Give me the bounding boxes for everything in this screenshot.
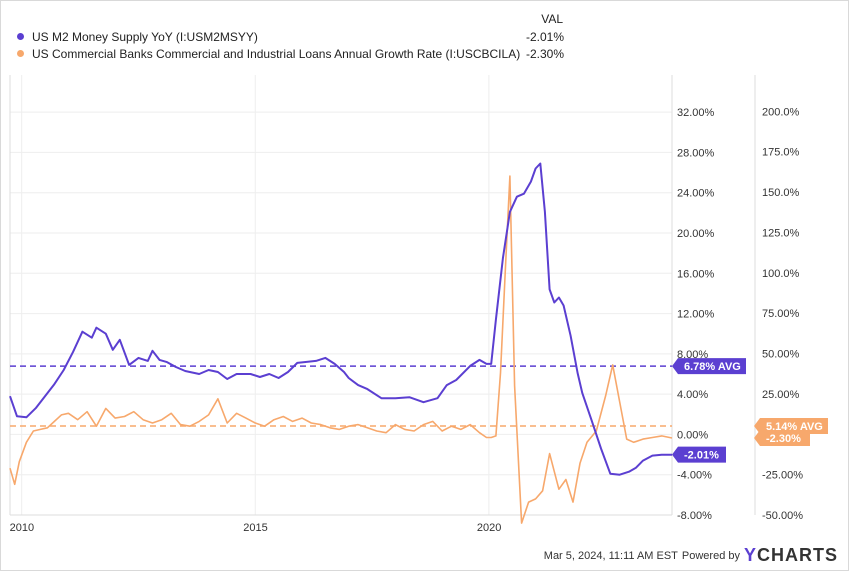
y-left-tick-label: 16.00% [677,268,715,280]
y-left-tick-label: 4.00% [677,389,708,401]
timestamp: Mar 5, 2024, 11:11 AM EST [543,549,678,562]
y-right-tick-label: 175.0% [762,147,800,159]
average-tag-ci-loans: 5.14% AVG [766,421,823,433]
legend-item-m2[interactable]: US M2 Money Supply YoY (I:USM2MSYY) [17,30,258,44]
powered-by-text: Powered by [681,549,740,562]
y-right-tick-label: 50.00% [762,349,800,361]
series-line-m2 [9,162,672,476]
legend-value-m2: -2.01% [525,30,564,44]
y-left-tick-label: 32.00% [677,107,715,119]
y-right-tick-label: 150.0% [762,187,800,199]
y-left-tick-label: -8.00% [677,510,712,522]
average-tag-ci-loans-bg [754,417,828,434]
last-value-tag-m2: -2.01% [684,450,719,462]
y-right-tick-label: 100.0% [762,268,800,280]
series-line-ci-loans [9,175,673,524]
last-value-tag-ci-loans-bg [754,429,810,446]
legend-label-ci-loans: US Commercial Banks Commercial and Indus… [32,47,521,61]
last-value-tag-ci-loans: -2.30% [766,433,801,445]
average-tag-m2-bg [672,358,746,375]
average-tag-m2: 6.78% AVG [684,361,741,373]
y-left-tick-label: 8.00% [677,349,708,361]
last-value-tag-m2-bg [672,446,726,463]
y-left-tick-label: 12.00% [677,309,715,321]
legend-item-ci-loans[interactable]: US Commercial Banks Commercial and Indus… [17,47,520,61]
y-left-tick-label: 20.00% [677,228,715,240]
value-column-header: VAL [541,12,563,26]
x-tick-label: 2015 [243,522,267,534]
legend-value-ci-loans: -2.30% [525,47,564,61]
y-left-tick-label: -4.00% [677,470,712,482]
legend-marker-m2 [17,33,24,40]
legend-label-m2: US M2 Money Supply YoY (I:USM2MSYY) [32,30,258,44]
y-left-tick-label: 0.00% [677,429,708,441]
y-left-tick-label: 24.00% [677,188,715,200]
y-right-tick-label: -50.00% [762,510,803,522]
y-right-tick-label: 75.00% [762,308,800,320]
line-chart: 2010 2015 2020 32.00% 28.00% 24.00% 20.00% 16.0… [9,75,828,534]
x-tick-label: 2020 [477,522,501,534]
y-right-tick-label: 125.0% [762,227,800,239]
x-tick-label: 2010 [10,522,34,534]
y-right-tick-label: 200.0% [762,106,800,118]
y-right-tick-label: 25.00% [762,389,800,401]
ycharts-logo[interactable]: YCHARTS [743,545,838,565]
y-left-tick-label: 28.00% [677,147,715,159]
legend-marker-ci-loans [17,50,24,57]
y-right-tick-label: -25.00% [762,470,803,482]
footer: Mar 5, 2024, 11:11 AM EST Powered by YCH… [544,545,838,566]
